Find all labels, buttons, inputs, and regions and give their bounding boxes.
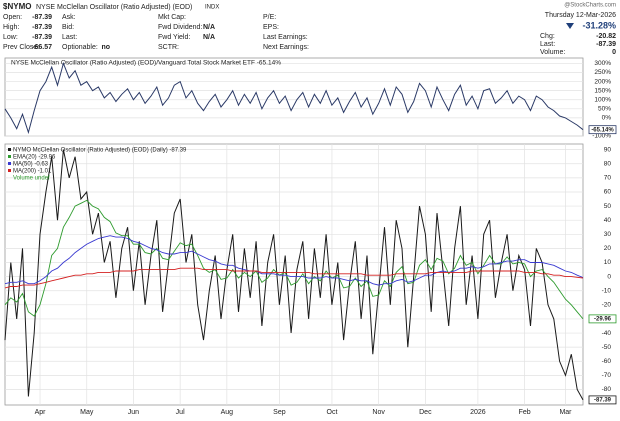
y-tick-label: -50 <box>602 344 612 351</box>
legend-entry: MA(50) -0.63 <box>13 162 49 168</box>
y-tick-label: 50% <box>598 106 611 113</box>
legend-entry: EMA(20) -29.96 <box>13 155 56 161</box>
y-tick-label: -10 <box>602 287 612 294</box>
x-tick-label: Aug <box>221 409 234 416</box>
panel-frame <box>4 57 584 137</box>
y-tick-label: 0 <box>607 273 611 280</box>
quote-date: Thursday 12-Mar-2026 <box>545 12 616 19</box>
quote-value: 0 <box>612 49 616 56</box>
y-tick-label: 150% <box>594 87 611 94</box>
y-tick-label: -60 <box>602 358 612 365</box>
quote-value: -87.39 <box>596 41 616 48</box>
field-label: Fwd Dividend: <box>158 24 202 31</box>
x-tick-label: Feb <box>519 409 531 416</box>
x-tick-label: Jul <box>176 409 185 416</box>
last-value-box <box>588 395 617 405</box>
x-tick-label: Nov <box>372 409 385 416</box>
quote-label: Last: <box>540 41 555 48</box>
legend-entry: NYMO McClellan Oscillator (Ratio Adjuste… <box>13 148 187 154</box>
field-label: Prev Close: <box>3 44 39 51</box>
legend-swatch <box>8 162 11 165</box>
last-value-label: -65.14% <box>591 127 614 133</box>
y-tick-label: 10 <box>604 259 612 266</box>
last-value-label: -29.96 <box>594 316 612 322</box>
x-tick-label: Sep <box>273 409 286 416</box>
field-value: -66.57 <box>32 44 52 51</box>
legend-swatch <box>8 148 11 151</box>
field-value: -87.39 <box>32 14 52 21</box>
y-tick-label: -100% <box>592 133 611 140</box>
x-tick-label: May <box>80 409 94 416</box>
field-label: P/E: <box>263 14 276 21</box>
panel-frame <box>4 143 584 406</box>
series-line <box>4 149 584 401</box>
security-name: NYSE McClellan Oscillator (Ratio Adjuste… <box>36 4 192 11</box>
series-line <box>4 235 584 286</box>
quote-change: -31.28% <box>582 20 616 30</box>
field-label: Low: <box>3 34 18 41</box>
field-label: Bid: <box>62 24 74 31</box>
field-label: Mkt Cap: <box>158 14 186 21</box>
field-label: EPS: <box>263 24 279 31</box>
y-tick-label: -20 <box>602 302 612 309</box>
y-tick-label: 0% <box>602 115 612 122</box>
legend-entry: MA(200) -1.01 <box>13 169 52 175</box>
series-line <box>4 199 584 320</box>
field-value: -87.39 <box>32 24 52 31</box>
y-tick-label: 100% <box>594 96 611 103</box>
field-label: Next Earnings: <box>263 44 309 51</box>
down-arrow-icon <box>566 23 574 29</box>
y-tick-label: -70 <box>602 372 612 379</box>
last-value-label: -87.39 <box>594 397 612 403</box>
x-tick-label: Apr <box>35 409 47 416</box>
y-tick-label: 20 <box>604 245 612 252</box>
field-value: -87.39 <box>32 34 52 41</box>
field-label: Optionable: <box>62 44 98 51</box>
y-tick-label: 250% <box>594 69 611 76</box>
y-tick-label: -80 <box>602 386 612 393</box>
y-tick-label: 50 <box>604 203 612 210</box>
y-tick-label: 90 <box>604 146 612 153</box>
series-line <box>4 267 584 289</box>
watermark: @StockCharts.com <box>564 3 616 9</box>
y-tick-label: 30 <box>604 231 612 238</box>
field-label: Last Earnings: <box>263 34 308 41</box>
field-label: SCTR: <box>158 44 179 51</box>
y-tick-label: 40 <box>604 217 612 224</box>
field-label: High: <box>3 24 19 31</box>
quote-label: Chg: <box>540 33 555 40</box>
legend-entry: Volume undef <box>13 176 50 182</box>
exchange: INDX <box>205 5 219 11</box>
panel-title: NYSE McClellan Oscillator (Ratio Adjuste… <box>11 60 281 67</box>
x-tick-label: Oct <box>327 409 338 416</box>
y-tick-label: 200% <box>594 78 611 85</box>
field-label: Open: <box>3 14 22 21</box>
quote-value: -20.82 <box>596 33 616 40</box>
y-tick-label: 60 <box>604 189 612 196</box>
x-tick-label: 2026 <box>470 409 486 416</box>
quote-label: Volume: <box>540 49 565 56</box>
last-value-box <box>588 314 617 324</box>
x-tick-label: Dec <box>419 409 432 416</box>
series-line <box>4 61 584 135</box>
field-value: N/A <box>203 34 215 41</box>
y-tick-label: -40 <box>602 330 612 337</box>
y-tick-label: 300% <box>594 60 611 67</box>
y-tick-label: 70 <box>604 175 612 182</box>
legend-swatch <box>8 169 11 172</box>
field-label: Last: <box>62 34 77 41</box>
field-value: N/A <box>203 24 215 31</box>
last-value-box <box>588 125 617 135</box>
field-label: Ask: <box>62 14 76 21</box>
y-tick-label: 80 <box>604 160 612 167</box>
field-value: no <box>101 44 110 51</box>
symbol: $NYMO <box>3 2 31 11</box>
x-tick-label: Mar <box>559 409 572 416</box>
field-label: Fwd Yield: <box>158 34 190 41</box>
legend-swatch <box>8 155 11 158</box>
x-tick-label: Jun <box>128 409 139 416</box>
